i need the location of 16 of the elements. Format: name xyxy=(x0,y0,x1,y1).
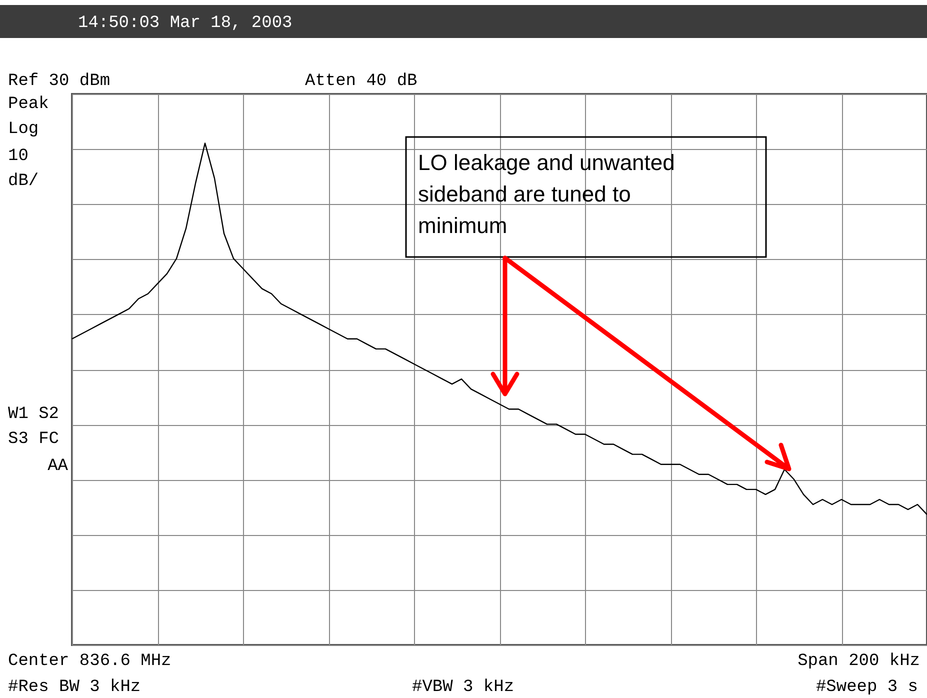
text: 10 xyxy=(8,147,28,166)
text: 14:50:03 Mar 18, 2003 xyxy=(78,14,292,33)
text: #Sweep 3 s xyxy=(816,678,918,697)
text: dB/ xyxy=(8,172,39,191)
text: #VBW 3 kHz xyxy=(412,678,514,697)
text: Log xyxy=(8,120,39,139)
text: Atten 40 dB xyxy=(305,72,418,91)
text: Ref 30 dBm xyxy=(8,72,110,91)
text: Span 200 kHz xyxy=(798,652,920,671)
text: Center 836.6 MHz xyxy=(8,652,172,671)
annotation: LO leakage and unwanted sideband are tuned to minimum xyxy=(418,150,675,238)
text: AA xyxy=(48,457,69,476)
text: #Res BW 3 kHz xyxy=(8,678,141,697)
text: S3 FC xyxy=(8,430,60,449)
text: Peak xyxy=(8,95,49,114)
text: W1 S2 xyxy=(8,405,60,424)
